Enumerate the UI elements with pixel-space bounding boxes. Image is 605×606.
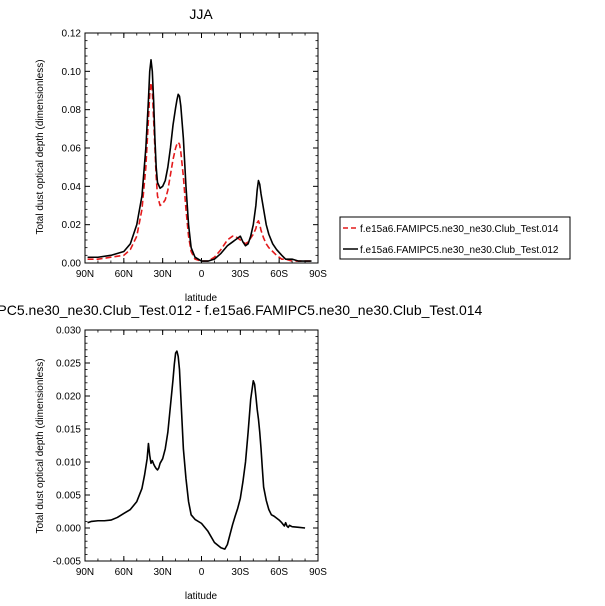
top-panel: JJA 90N 60N 30N 0 30S 60S 90S 0.00 0.02 0.04 0.06 0…	[35, 6, 327, 304]
top-y-tick-label: 0.12	[62, 29, 82, 40]
bottom-series-line-0	[87, 350, 306, 550]
top-y-tick-label: 0.10	[62, 67, 82, 78]
bottom-x-tick-label: 60N	[115, 567, 133, 578]
top-x-tick-label: 30S	[231, 269, 249, 280]
bottom-chart-title: IIPC5.ne30_ne30.Club_Test.012 - f.e15a6.…	[0, 302, 483, 318]
top-series-line-1	[87, 59, 312, 262]
top-plot-area: 90N 60N 30N 0 30S 60S 90S 0.00 0.02 0.04 0.06 0.08 0…	[62, 29, 328, 281]
bottom-x-axis-label: latitude	[185, 591, 218, 602]
top-x-tick-label: 90S	[309, 269, 327, 280]
bottom-plot-frame	[84, 329, 319, 562]
top-x-tick-label: 60N	[115, 269, 133, 280]
bottom-x-tick-label: 60S	[270, 567, 288, 578]
legend-label-test-012: f.e15a6.FAMIPC5.ne30_ne30.Club_Test.012	[360, 245, 559, 256]
legend-label-test-014: f.e15a6.FAMIPC5.ne30_ne30.Club_Test.014	[360, 224, 559, 235]
bottom-y-tick-label: 0.000	[56, 524, 81, 535]
top-x-tick-label: 90N	[76, 269, 94, 280]
bottom-y-tick-label: 0.025	[56, 359, 81, 370]
bottom-y-tick-label: 0.020	[56, 392, 81, 403]
top-x-tick-label: 30N	[153, 269, 171, 280]
top-chart-title: JJA	[189, 6, 213, 22]
legend: f.e15a6.FAMIPC5.ne30_ne30.Club_Test.014 …	[339, 216, 571, 260]
bottom-y-axis-label: Total dust optical depth (dimensionless)	[35, 358, 46, 533]
top-series-line-0	[87, 82, 312, 262]
bottom-y-tick-label: 0.005	[56, 491, 81, 502]
legend-box	[339, 216, 571, 260]
top-plot-frame	[84, 32, 319, 264]
bottom-y-tick-label: 0.015	[56, 425, 81, 436]
top-y-tick-label: 0.06	[62, 144, 82, 155]
top-y-tick-label: 0.02	[62, 220, 82, 231]
top-y-tick-label: 0.04	[62, 182, 82, 193]
bottom-y-tick-label: 0.010	[56, 458, 81, 469]
top-x-tick-label: 60S	[270, 269, 288, 280]
bottom-x-tick-label: 30S	[231, 567, 249, 578]
bottom-y-tick-label: -0.005	[53, 557, 82, 568]
top-y-tick-label: 0.08	[62, 105, 82, 116]
top-x-tick-label: 0	[199, 269, 205, 280]
bottom-plot-area: 90N 60N 30N 0 30S 60S 90S -0.005 0.000 0.005 0.010…	[53, 326, 328, 579]
top-y-tick-label: 0.00	[62, 259, 82, 270]
bottom-x-tick-label: 0	[199, 567, 205, 578]
bottom-x-tick-label: 90N	[76, 567, 94, 578]
bottom-x-tick-label: 90S	[309, 567, 327, 578]
bottom-y-tick-label: 0.030	[56, 326, 81, 337]
bottom-x-tick-label: 30N	[153, 567, 171, 578]
top-x-axis-label: latitude	[185, 293, 218, 304]
top-y-axis-label: Total dust optical depth (dimensionless)	[35, 59, 46, 234]
bottom-panel: IIPC5.ne30_ne30.Club_Test.012 - f.e15a6.…	[0, 302, 483, 602]
